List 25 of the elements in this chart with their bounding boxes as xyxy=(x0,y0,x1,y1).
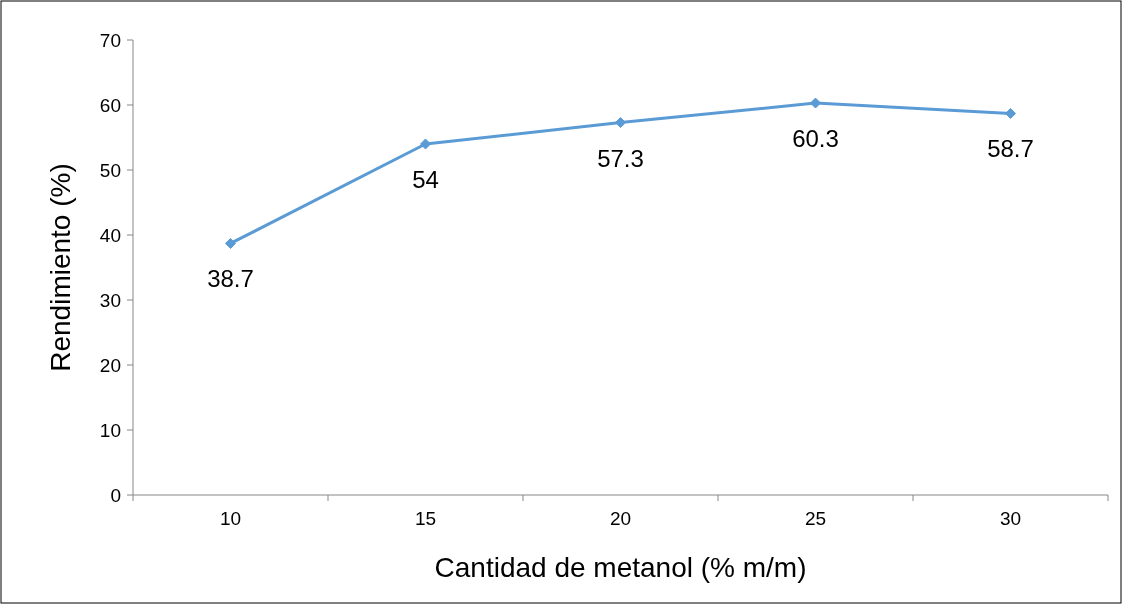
point xyxy=(420,138,431,150)
x-axis-title: Cantidad de metanol (% m/m) xyxy=(434,552,807,583)
x-tick-label: 20 xyxy=(609,508,632,529)
x-tick-label: 15 xyxy=(414,508,437,529)
y-axis-title: Rendimiento (%) xyxy=(45,163,76,372)
x-tick-label: 25 xyxy=(804,508,827,529)
data-label: 60.3 xyxy=(792,125,839,153)
data-label: 58.7 xyxy=(987,135,1034,163)
point xyxy=(615,117,626,129)
y-tick-label: 20 xyxy=(99,354,121,376)
y-tick-label: 0 xyxy=(110,484,121,506)
y-tick-label: 60 xyxy=(99,94,121,116)
data-label: 54 xyxy=(412,166,439,193)
point xyxy=(810,97,821,109)
y-tick-label: 40 xyxy=(99,224,121,246)
x-tick-label: 30 xyxy=(999,508,1022,529)
y-tick-label: 50 xyxy=(99,159,121,181)
y-tick-label: 70 xyxy=(99,29,121,51)
point xyxy=(225,237,236,249)
data-label: 38.7 xyxy=(207,265,254,293)
y-tick-label: 10 xyxy=(99,419,121,441)
point xyxy=(1005,107,1016,119)
data-label: 57.3 xyxy=(597,144,644,172)
x-tick-label: 10 xyxy=(219,508,242,529)
y-tick-label: 30 xyxy=(99,289,121,311)
